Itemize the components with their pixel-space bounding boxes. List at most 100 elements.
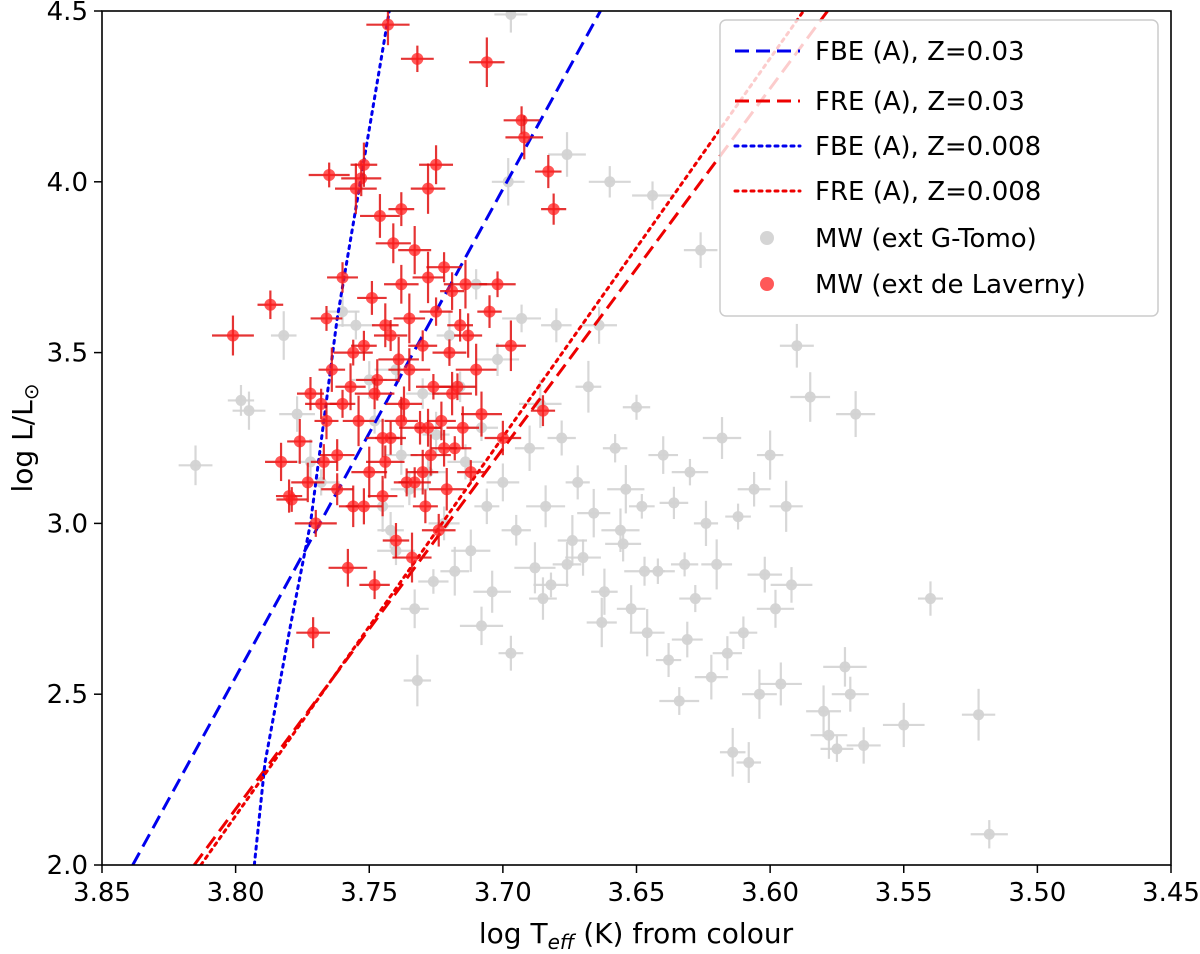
marker (486, 586, 498, 598)
marker (323, 168, 336, 181)
marker (347, 346, 360, 359)
marker (764, 449, 776, 461)
marker (430, 305, 443, 318)
marker (291, 408, 303, 420)
data-point (337, 311, 375, 340)
marker (657, 449, 669, 461)
data-point (725, 503, 751, 530)
data-point (575, 360, 602, 413)
data-point (392, 532, 432, 583)
data-point (382, 523, 410, 558)
marker (446, 387, 459, 400)
data-point (459, 606, 504, 646)
marker (317, 455, 330, 468)
marker (320, 312, 333, 325)
data-point (882, 702, 925, 748)
data-point (400, 589, 429, 629)
marker (395, 278, 408, 291)
marker (320, 414, 333, 427)
data-point (342, 395, 375, 447)
data-point (498, 635, 524, 671)
marker (381, 18, 394, 31)
marker (524, 442, 536, 454)
marker (711, 558, 723, 570)
data-point (457, 460, 485, 485)
data-point (296, 617, 330, 649)
data-point (670, 552, 699, 577)
marker (791, 340, 803, 352)
marker (518, 131, 531, 144)
marker (639, 565, 651, 577)
marker (673, 695, 685, 707)
marker (550, 319, 562, 331)
data-point (451, 529, 491, 572)
data-point (552, 542, 582, 587)
marker (278, 330, 290, 342)
marker (293, 435, 306, 448)
data-point (421, 513, 456, 547)
data-point (384, 396, 418, 446)
data-point (275, 479, 303, 513)
data-point (393, 293, 426, 344)
marker (636, 500, 648, 512)
data-point (629, 494, 655, 519)
data-point (659, 486, 689, 520)
legend-label: FRE (A), Z=0.008 (815, 177, 1041, 207)
x-tick-label: 3.50 (1008, 878, 1066, 908)
data-point (469, 37, 505, 88)
marker (459, 278, 472, 291)
marker (572, 476, 584, 488)
marker (679, 558, 691, 570)
data-point (632, 181, 673, 210)
marker (561, 558, 573, 570)
marker (395, 449, 407, 461)
data-point (366, 11, 410, 46)
data-point (419, 145, 454, 185)
marker (681, 634, 693, 646)
y-axis-label: log L/L⊙ (6, 384, 43, 493)
marker (397, 397, 410, 410)
marker (492, 353, 504, 365)
data-point (486, 463, 520, 502)
data-point (702, 417, 742, 459)
data-point (701, 539, 733, 590)
marker (465, 545, 477, 557)
series-mw-ext-g-tomo (178, 11, 1008, 849)
marker (389, 534, 402, 547)
marker (379, 319, 392, 332)
y-tick-label: 2.5 (47, 680, 88, 710)
marker (483, 305, 496, 318)
marker (371, 373, 384, 386)
marker (475, 408, 488, 421)
marker (422, 421, 435, 434)
data-point (533, 572, 569, 598)
marker (743, 757, 755, 769)
legend-label: MW (ext de Laverny) (815, 270, 1086, 300)
marker (545, 579, 557, 591)
marker (387, 237, 400, 250)
marker (561, 148, 573, 160)
data-point (719, 727, 746, 777)
marker (732, 511, 744, 523)
data-point (314, 402, 339, 440)
data-point (279, 396, 315, 432)
data-point (443, 260, 488, 309)
marker (604, 176, 616, 188)
data-point (432, 339, 467, 366)
data-point (378, 337, 419, 382)
legend: FBE (A), Z=0.03 FRE (A), Z=0.03 FBE (A), Z… (719, 19, 1159, 317)
marker (357, 158, 370, 171)
data-point (270, 311, 297, 360)
data-point (737, 471, 771, 507)
marker (411, 675, 423, 687)
marker (408, 476, 421, 489)
data-point (547, 420, 576, 456)
marker (625, 603, 637, 615)
data-point (846, 727, 881, 764)
legend-marker-swatch (760, 277, 774, 291)
data-point (410, 163, 446, 214)
marker (481, 500, 493, 512)
data-point (586, 597, 617, 648)
data-point (265, 442, 298, 482)
